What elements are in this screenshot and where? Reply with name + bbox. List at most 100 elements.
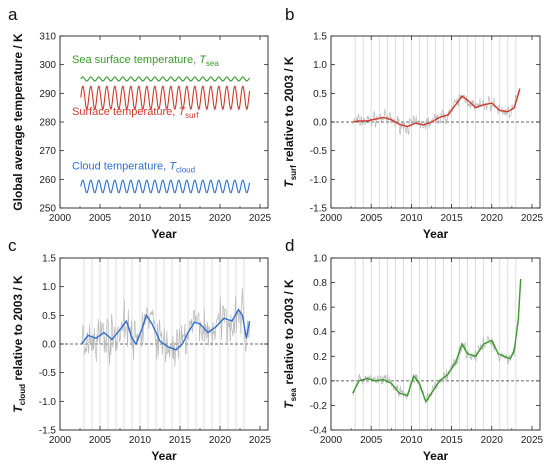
y-tick-label: -0.4 bbox=[310, 426, 328, 437]
x-tick-label: 2000 bbox=[49, 435, 72, 446]
x-tick-label: 2000 bbox=[320, 213, 343, 224]
x-tick-label: 2020 bbox=[481, 435, 504, 446]
x-tick-label: 2010 bbox=[129, 213, 152, 224]
y-tick-label: 290 bbox=[39, 89, 56, 100]
y-tick-label: 280 bbox=[39, 118, 56, 129]
y-axis-label: Global average temperature / K bbox=[11, 33, 25, 211]
series-label-subscript: cloud bbox=[176, 165, 195, 174]
raw-series-sea bbox=[352, 289, 521, 403]
x-tick-label: 2010 bbox=[129, 435, 152, 446]
y-tick-label: 260 bbox=[39, 175, 56, 186]
y-tick-label: 310 bbox=[39, 32, 56, 43]
x-tick-label: 2015 bbox=[440, 213, 463, 224]
y-tick-label: -1.5 bbox=[39, 426, 57, 437]
series-label-text: Sea surface temperature, bbox=[72, 54, 199, 66]
panel-label: d bbox=[285, 236, 294, 255]
y-tick-label: 1.0 bbox=[42, 282, 56, 293]
series-line-sea bbox=[80, 76, 251, 82]
series-label-symbol: T bbox=[178, 106, 186, 118]
raw-series-cloud bbox=[81, 287, 250, 367]
y-axis-label-subscript: cloud bbox=[18, 384, 27, 405]
series-line-cloud bbox=[81, 308, 251, 351]
x-tick-label: 2005 bbox=[89, 435, 112, 446]
panel-label: c bbox=[8, 236, 17, 255]
series-label-cloud: Cloud temperature, Tcloud bbox=[72, 160, 195, 174]
plot-frame bbox=[330, 257, 541, 431]
y-tick-label: 270 bbox=[39, 146, 56, 157]
y-tick-label: 1.0 bbox=[313, 254, 327, 265]
panel-label: a bbox=[8, 5, 18, 24]
y-axis-label-text: relative to 2003 / K bbox=[11, 275, 25, 384]
x-tick-label: 2015 bbox=[440, 435, 463, 446]
x-tick-label: 2005 bbox=[360, 213, 383, 224]
y-tick-label: -0.5 bbox=[39, 368, 57, 379]
x-tick-label: 2020 bbox=[481, 213, 504, 224]
y-tick-label: -1.5 bbox=[310, 204, 328, 215]
series-line-sea bbox=[352, 278, 522, 404]
series-label-symbol: T bbox=[199, 54, 207, 66]
series-label-text: Surface temperature, bbox=[72, 106, 178, 118]
y-tick-label: 250 bbox=[39, 204, 56, 215]
x-tick-label: 2025 bbox=[249, 435, 272, 446]
raw-series-surf bbox=[352, 89, 520, 135]
y-tick-label: 1.0 bbox=[313, 60, 327, 71]
y-axis-label-subscript: surf bbox=[289, 165, 298, 180]
x-tick-label: 2000 bbox=[320, 435, 343, 446]
series-label-text: Cloud temperature, bbox=[72, 160, 169, 172]
x-tick-label: 2015 bbox=[169, 435, 192, 446]
y-axis-label-symbol: T bbox=[11, 404, 25, 413]
y-axis-label: Tcloud relative to 2003 / K bbox=[11, 275, 27, 413]
series-label-subscript: surf bbox=[185, 111, 199, 120]
series-label-sea: Sea surface temperature, Tsea bbox=[72, 54, 219, 68]
panel-c: c 2000 2005 2010 2015 2020 2025 -1.5 -1.0 -0.5 0.0… bbox=[8, 236, 272, 463]
y-tick-label: 0.6 bbox=[313, 303, 327, 314]
x-axis-label: Year bbox=[423, 227, 449, 241]
x-tick-label: 2010 bbox=[400, 435, 423, 446]
series-line-surf bbox=[352, 88, 521, 128]
x-tick-label: 2025 bbox=[521, 213, 544, 224]
series-line-cloud bbox=[80, 179, 251, 194]
y-tick-label: 0.8 bbox=[313, 278, 327, 289]
x-tick-label: 2025 bbox=[521, 435, 544, 446]
x-axis-label: Year bbox=[151, 449, 177, 463]
y-axis-label: Tsea relative to 2003 / K bbox=[282, 279, 298, 409]
y-tick-label: 0.5 bbox=[313, 89, 327, 100]
y-tick-label: 300 bbox=[39, 60, 56, 71]
series-label-surf: Surface temperature, Tsurf bbox=[72, 106, 199, 120]
x-tick-label: 2020 bbox=[209, 213, 232, 224]
panel-d: d 2000 2005 2010 2015 2020 2025 -0.4 -0.2 0.0 0.2 0… bbox=[282, 236, 544, 463]
x-tick-label: 2010 bbox=[400, 213, 423, 224]
y-axis-label-text: relative to 2003 / K bbox=[282, 56, 296, 165]
y-tick-label: 0.0 bbox=[313, 118, 327, 129]
y-axis-label: Tsurf relative to 2003 / K bbox=[282, 56, 298, 188]
y-axis-label-text: relative to 2003 / K bbox=[282, 279, 296, 388]
x-tick-label: 2005 bbox=[89, 213, 112, 224]
panel-a: a 2000 2005 2010 2015 2020 2025 250 260 270 280 290… bbox=[8, 5, 272, 241]
x-tick-label: 2020 bbox=[209, 435, 232, 446]
y-tick-label: 0.4 bbox=[313, 327, 327, 338]
y-tick-label: 1.5 bbox=[42, 254, 56, 265]
panel-b: b 2000 2005 2010 2015 2020 2025 -1.5 -1.0 -0.5 0.0… bbox=[282, 5, 544, 241]
series-line-surf bbox=[80, 85, 251, 111]
y-axis-label-subscript: sea bbox=[289, 387, 298, 401]
y-tick-label: 0.0 bbox=[313, 376, 327, 387]
y-axis-label-symbol: T bbox=[282, 400, 296, 409]
y-tick-label: -0.5 bbox=[310, 146, 328, 157]
x-axis-label: Year bbox=[151, 227, 177, 241]
y-axis-label-symbol: T bbox=[282, 179, 296, 188]
y-tick-label: -1.0 bbox=[39, 397, 57, 408]
panel-label: b bbox=[285, 5, 294, 24]
y-tick-label: -0.2 bbox=[310, 401, 328, 412]
y-tick-label: 0.5 bbox=[42, 311, 56, 322]
y-tick-label: 0.0 bbox=[42, 340, 56, 351]
series-label-symbol: T bbox=[169, 160, 177, 172]
x-tick-label: 2025 bbox=[249, 213, 272, 224]
y-tick-label: 0.2 bbox=[313, 352, 327, 363]
y-tick-label: -1.0 bbox=[310, 175, 328, 186]
x-axis-label: Year bbox=[423, 449, 449, 463]
x-tick-label: 2005 bbox=[360, 435, 383, 446]
y-tick-label: 1.5 bbox=[313, 32, 327, 43]
x-tick-label: 2015 bbox=[169, 213, 192, 224]
x-tick-label: 2000 bbox=[49, 213, 72, 224]
